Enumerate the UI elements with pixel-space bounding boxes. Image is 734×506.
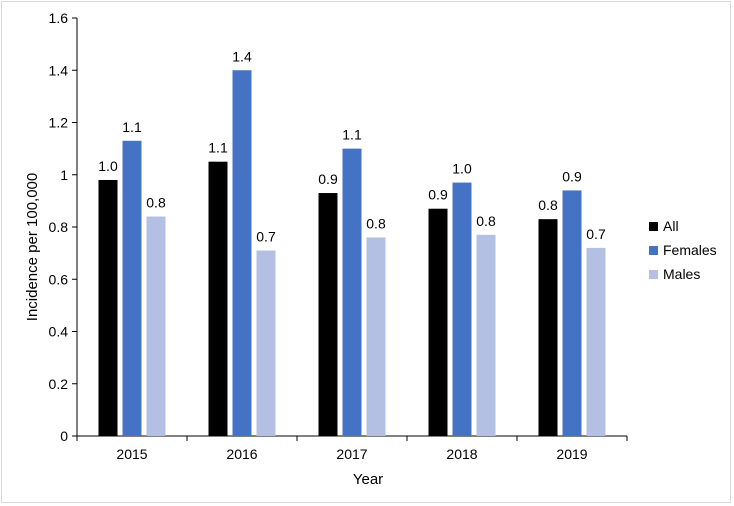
bar-males-2016 <box>256 250 276 436</box>
bar-all-2018 <box>428 208 448 436</box>
data-label: 1.4 <box>232 48 252 64</box>
bar-females-2017 <box>342 148 362 436</box>
bar-males-2015 <box>146 216 166 436</box>
y-tick-label: 0.8 <box>49 219 69 235</box>
y-tick-label: 1.4 <box>49 62 69 78</box>
x-tick-label: 2019 <box>556 446 587 462</box>
data-label: 0.7 <box>256 229 276 245</box>
y-axis: 0 0.2 0.4 0.6 0.8 1 1.2 1.4 1.6 <box>49 10 78 444</box>
x-tick-label: 2015 <box>116 446 147 462</box>
data-label: 1.1 <box>208 140 228 156</box>
data-label: 1.0 <box>98 158 118 174</box>
bar-all-2015 <box>98 179 118 436</box>
x-tick-label: 2016 <box>226 446 257 462</box>
legend-label-males: Males <box>663 266 700 282</box>
y-tick-label: 1.6 <box>49 10 69 26</box>
x-tick-label: 2017 <box>336 446 367 462</box>
bars <box>98 70 606 436</box>
data-label: 1.1 <box>122 119 142 135</box>
legend: All Females Males <box>649 218 717 282</box>
bar-females-2016 <box>232 70 252 436</box>
data-label: 1.0 <box>452 161 472 177</box>
bar-all-2019 <box>538 219 558 436</box>
y-tick-label: 0.2 <box>49 376 69 392</box>
x-axis: 2015 2016 2017 2018 2019 <box>76 435 628 462</box>
data-label: 0.7 <box>586 226 606 242</box>
bar-all-2016 <box>208 161 228 436</box>
bar-all-2017 <box>318 193 338 436</box>
y-tick-label: 1 <box>60 167 68 183</box>
y-tick-label: 1.2 <box>49 115 69 131</box>
bar-males-2018 <box>476 234 496 436</box>
legend-label-all: All <box>663 218 679 234</box>
data-label: 0.8 <box>366 215 386 231</box>
data-label: 0.9 <box>562 168 582 184</box>
bar-females-2018 <box>452 182 472 436</box>
x-axis-title: Year <box>353 471 383 488</box>
x-tick-label: 2018 <box>446 446 477 462</box>
bar-females-2015 <box>122 140 142 436</box>
y-tick-label: 0 <box>60 428 68 444</box>
bar-females-2019 <box>562 190 582 436</box>
data-labels: 1.01.10.81.11.40.70.91.10.80.91.00.80.80… <box>98 48 606 244</box>
bar-males-2017 <box>366 237 386 436</box>
bar-males-2019 <box>586 247 606 436</box>
legend-swatch-males <box>649 270 658 279</box>
data-label: 0.8 <box>476 213 496 229</box>
legend-swatch-females <box>649 246 658 255</box>
data-label: 0.9 <box>428 187 448 203</box>
data-label: 0.8 <box>146 195 166 211</box>
y-tick-label: 0.6 <box>49 271 69 287</box>
data-label: 1.1 <box>342 127 362 143</box>
legend-label-females: Females <box>663 242 717 258</box>
data-label: 0.9 <box>318 171 338 187</box>
data-label: 0.8 <box>538 197 558 213</box>
legend-swatch-all <box>649 222 658 231</box>
y-tick-label: 0.4 <box>49 324 69 340</box>
y-axis-title: Incidence per 100,000 <box>24 173 41 321</box>
